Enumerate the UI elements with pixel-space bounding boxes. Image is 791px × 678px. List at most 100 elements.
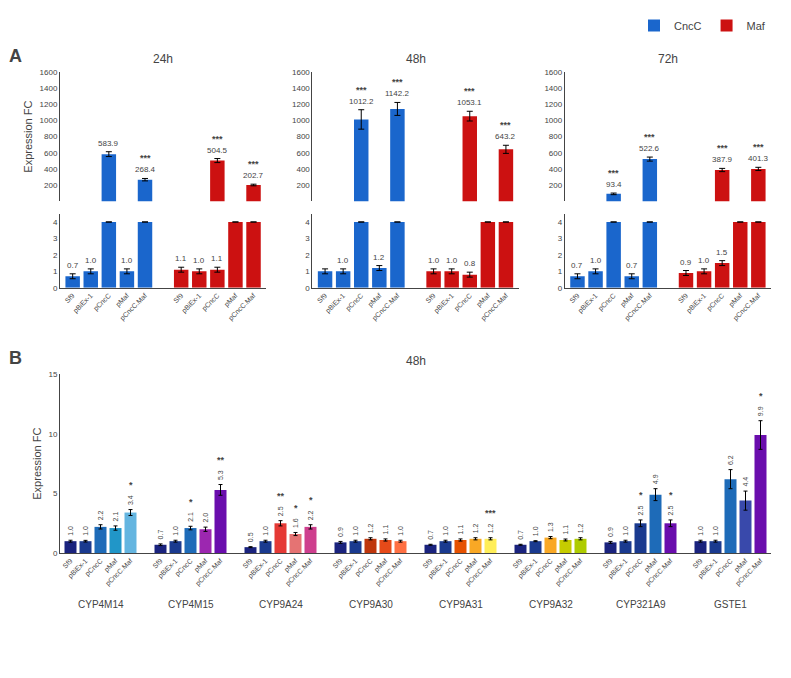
svg-text:pMaf: pMaf — [223, 292, 240, 309]
svg-text:***: *** — [212, 134, 223, 144]
svg-text:***: *** — [608, 168, 619, 178]
svg-text:1.2: 1.2 — [487, 523, 494, 533]
svg-text:pBiEx-1: pBiEx-1 — [246, 557, 269, 580]
svg-text:1400: 1400 — [292, 84, 310, 93]
svg-text:0: 0 — [558, 284, 563, 293]
svg-text:GSTE1: GSTE1 — [714, 599, 747, 610]
svg-text:CYP9A31: CYP9A31 — [439, 599, 483, 610]
svg-text:2.5: 2.5 — [637, 506, 644, 516]
svg-text:pMaf: pMaf — [193, 557, 210, 574]
svg-text:pMaf: pMaf — [463, 557, 480, 574]
svg-text:pMaf: pMaf — [733, 557, 750, 574]
svg-text:800: 800 — [296, 132, 310, 141]
svg-text:pBiEx-1: pBiEx-1 — [336, 557, 359, 580]
svg-text:1.0: 1.0 — [262, 526, 269, 536]
svg-text:pCncC: pCncC — [714, 557, 735, 578]
svg-text:pCncC: pCncC — [344, 292, 365, 313]
svg-text:1.3: 1.3 — [547, 522, 554, 532]
svg-text:1.0: 1.0 — [698, 256, 710, 265]
svg-text:2.1: 2.1 — [112, 512, 119, 522]
svg-text:1.0: 1.0 — [352, 526, 359, 536]
svg-text:4: 4 — [305, 218, 310, 227]
svg-text:1200: 1200 — [292, 100, 310, 109]
svg-text:pMaf: pMaf — [727, 292, 744, 309]
svg-text:pCncC: pCncC — [534, 557, 555, 578]
svg-text:pCncC.Maf: pCncC.Maf — [623, 292, 653, 322]
svg-text:***: *** — [248, 159, 259, 169]
svg-text:pMaf: pMaf — [619, 292, 636, 309]
svg-text:5: 5 — [53, 489, 58, 498]
svg-text:5.3: 5.3 — [217, 470, 224, 480]
svg-text:1600: 1600 — [40, 68, 58, 77]
svg-text:***: *** — [753, 142, 764, 152]
svg-text:**: ** — [277, 491, 285, 501]
svg-text:1.0: 1.0 — [442, 526, 449, 536]
svg-text:2.2: 2.2 — [97, 510, 104, 520]
svg-text:pCncC.Maf: pCncC.Maf — [371, 292, 401, 322]
svg-text:pBiEx-1: pBiEx-1 — [324, 292, 347, 315]
svg-text:Sf9: Sf9 — [601, 557, 613, 569]
svg-text:3: 3 — [305, 234, 310, 243]
svg-text:pCncC: pCncC — [705, 292, 726, 313]
svg-text:Sf9: Sf9 — [241, 557, 253, 569]
svg-text:*: * — [294, 503, 298, 513]
svg-text:Sf9: Sf9 — [63, 292, 75, 304]
svg-text:0.7: 0.7 — [626, 261, 638, 270]
svg-text:pCncC.Maf: pCncC.Maf — [284, 557, 314, 587]
svg-text:pBiEx-1: pBiEx-1 — [606, 557, 629, 580]
svg-text:pMaf: pMaf — [114, 292, 131, 309]
svg-text:1.2: 1.2 — [577, 523, 584, 533]
svg-text:1.5: 1.5 — [716, 248, 728, 257]
svg-text:pCncC.Maf: pCncC.Maf — [479, 292, 509, 322]
svg-text:9.9: 9.9 — [757, 406, 764, 416]
svg-text:pCncC: pCncC — [92, 292, 113, 313]
svg-text:pBiEx-1: pBiEx-1 — [696, 557, 719, 580]
svg-text:200: 200 — [296, 181, 310, 190]
svg-text:0: 0 — [53, 549, 58, 558]
svg-text:pCncC.Maf: pCncC.Maf — [732, 292, 762, 322]
svg-text:3: 3 — [53, 234, 58, 243]
svg-text:2: 2 — [558, 251, 563, 260]
svg-text:600: 600 — [296, 149, 310, 158]
svg-text:0.9: 0.9 — [607, 527, 614, 537]
svg-text:pCncC.Maf: pCncC.Maf — [118, 292, 148, 322]
svg-text:pCncC.Maf: pCncC.Maf — [374, 557, 404, 587]
svg-text:pMaf: pMaf — [475, 292, 492, 309]
svg-text:pMaf: pMaf — [367, 292, 384, 309]
svg-text:0.9: 0.9 — [337, 527, 344, 537]
svg-text:*: * — [189, 497, 193, 507]
svg-text:pCncC: pCncC — [200, 292, 221, 313]
svg-text:1000: 1000 — [544, 116, 562, 125]
svg-text:1400: 1400 — [40, 84, 58, 93]
svg-text:1.0: 1.0 — [67, 526, 74, 536]
svg-text:pBiEx-1: pBiEx-1 — [576, 292, 599, 315]
svg-text:1012.2: 1012.2 — [349, 97, 374, 106]
svg-text:1142.2: 1142.2 — [385, 89, 409, 98]
svg-text:*: * — [669, 490, 673, 500]
svg-text:1.0: 1.0 — [622, 526, 629, 536]
svg-text:CYP4M14: CYP4M14 — [78, 599, 124, 610]
svg-text:pMaf: pMaf — [643, 557, 660, 574]
svg-text:15: 15 — [48, 370, 57, 379]
svg-text:1.1: 1.1 — [562, 525, 569, 535]
svg-text:6.2: 6.2 — [727, 455, 734, 465]
svg-text:1.0: 1.0 — [697, 526, 704, 536]
svg-text:1.0: 1.0 — [446, 256, 458, 265]
svg-text:Maf: Maf — [747, 20, 766, 32]
svg-text:1.1: 1.1 — [382, 525, 389, 535]
svg-text:400: 400 — [549, 165, 563, 174]
svg-text:1.0: 1.0 — [85, 256, 97, 265]
svg-text:CYP9A24: CYP9A24 — [259, 599, 303, 610]
svg-text:1000: 1000 — [292, 116, 310, 125]
svg-text:1.0: 1.0 — [82, 526, 89, 536]
svg-text:0.7: 0.7 — [571, 261, 583, 270]
svg-text:Sf9: Sf9 — [421, 557, 433, 569]
svg-text:CncC: CncC — [674, 20, 702, 32]
svg-text:pBiEx-1: pBiEx-1 — [685, 292, 708, 315]
svg-text:pCncC.Maf: pCncC.Maf — [104, 557, 134, 587]
svg-text:1.0: 1.0 — [121, 256, 133, 265]
svg-text:1.1: 1.1 — [211, 254, 223, 263]
svg-text:1600: 1600 — [292, 68, 310, 77]
svg-text:pCncC: pCncC — [84, 557, 105, 578]
svg-text:pCncC: pCncC — [453, 292, 474, 313]
